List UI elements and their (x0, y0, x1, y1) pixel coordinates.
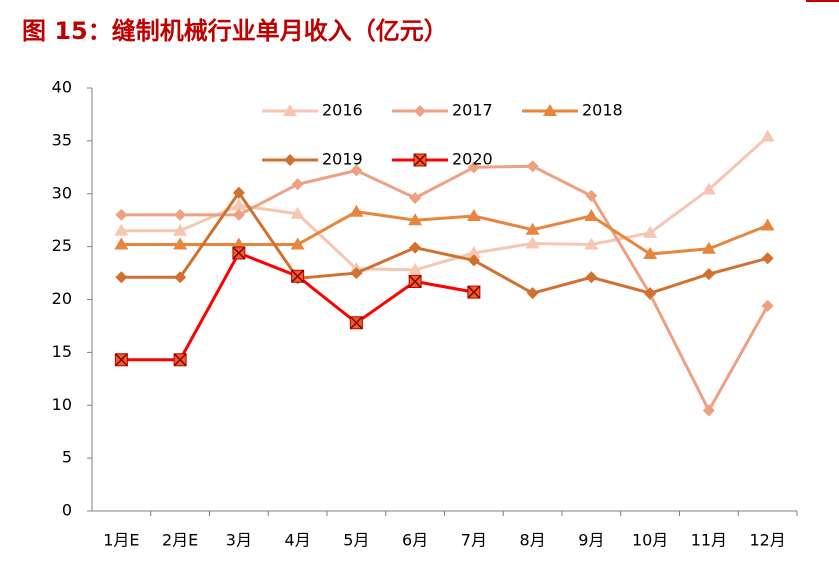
x-tick-label: 10月 (632, 531, 668, 550)
legend-label: 2018 (582, 101, 623, 120)
point-marker (231, 198, 246, 211)
point-marker (701, 182, 716, 195)
point-marker (702, 404, 715, 417)
point-marker (525, 236, 540, 249)
y-tick-label: 35 (52, 130, 72, 149)
point-marker (761, 252, 774, 265)
point-marker (291, 269, 305, 283)
point-marker (174, 271, 187, 284)
point-marker (350, 164, 363, 177)
point-marker (232, 246, 246, 260)
x-tick-label: 3月 (226, 531, 252, 550)
marker-cross (114, 353, 128, 367)
point-marker (232, 186, 245, 199)
point-marker (349, 204, 364, 217)
marker-cross (232, 246, 246, 260)
point-marker (466, 245, 481, 258)
point-marker (114, 237, 129, 250)
point-marker (760, 218, 775, 231)
y-tick-label: 0 (62, 501, 72, 520)
x-tick-label: 4月 (285, 531, 311, 550)
point-marker (349, 316, 363, 330)
y-tick-label: 15 (52, 342, 72, 361)
marker-cross (349, 316, 363, 330)
legend-marker (283, 104, 297, 116)
point-marker (702, 268, 715, 281)
x-tick-label: 1月E (103, 531, 139, 550)
point-marker (408, 274, 422, 289)
legend-label: 2020 (452, 150, 493, 169)
chart-title: 图 15：缝制机械行业单月收入（亿元） (22, 17, 448, 45)
point-marker (585, 189, 598, 202)
point-marker (760, 129, 775, 142)
y-tick-label: 10 (52, 395, 72, 414)
point-marker (466, 208, 481, 221)
point-marker (584, 237, 599, 250)
legend-marker (284, 154, 296, 166)
point-marker (643, 225, 658, 238)
y-tick-label: 25 (52, 236, 72, 255)
point-marker (115, 208, 128, 221)
point-marker (525, 222, 540, 235)
marker-cross (291, 269, 305, 283)
point-marker (467, 285, 481, 299)
point-marker (467, 161, 480, 174)
point-marker (409, 241, 422, 254)
series-line (121, 210, 769, 256)
point-marker (584, 208, 599, 221)
point-marker (291, 178, 304, 191)
x-tick-label: 7月 (461, 531, 487, 550)
point-marker (115, 271, 128, 284)
y-tick-label: 40 (52, 78, 72, 97)
legend-label: 2019 (322, 150, 363, 169)
point-marker (526, 160, 539, 173)
legend-marker (414, 105, 426, 117)
marker-cross (408, 274, 422, 289)
legend-marker (543, 104, 557, 116)
point-marker (409, 191, 422, 204)
series-line (121, 164, 769, 414)
x-tick-label: 9月 (578, 531, 604, 550)
x-tick-label: 2月E (162, 531, 198, 550)
point-marker (174, 208, 187, 221)
point-marker (408, 213, 423, 226)
point-marker (761, 299, 774, 312)
legend-label: 2017 (452, 101, 493, 120)
point-marker (526, 287, 539, 300)
point-marker (173, 223, 188, 236)
point-marker (114, 223, 129, 236)
x-tick-label: 11月 (691, 531, 727, 550)
x-tick-label: 12月 (749, 531, 785, 550)
point-marker (408, 262, 423, 275)
point-marker (467, 254, 480, 267)
point-marker (701, 241, 716, 254)
x-tick-label: 8月 (520, 531, 546, 550)
y-tick-label: 30 (52, 183, 72, 202)
point-marker (290, 237, 305, 250)
point-marker (173, 237, 188, 250)
series-line (121, 135, 769, 272)
y-tick-label: 20 (52, 289, 72, 308)
point-marker (173, 353, 187, 367)
legend-label: 2016 (322, 101, 363, 120)
point-marker (114, 353, 128, 367)
point-marker (643, 247, 658, 260)
legend-marker (413, 153, 427, 167)
marker-cross (413, 153, 427, 167)
point-marker (350, 267, 363, 280)
marker-cross (173, 353, 187, 367)
x-tick-label: 6月 (402, 531, 428, 550)
x-tick-label: 5月 (343, 531, 369, 550)
point-marker (290, 206, 305, 219)
marker-cross (467, 285, 481, 299)
point-marker (585, 271, 598, 284)
y-tick-label: 5 (62, 448, 72, 467)
point-marker (644, 287, 657, 300)
series-line (121, 190, 769, 295)
point-marker (232, 208, 245, 221)
